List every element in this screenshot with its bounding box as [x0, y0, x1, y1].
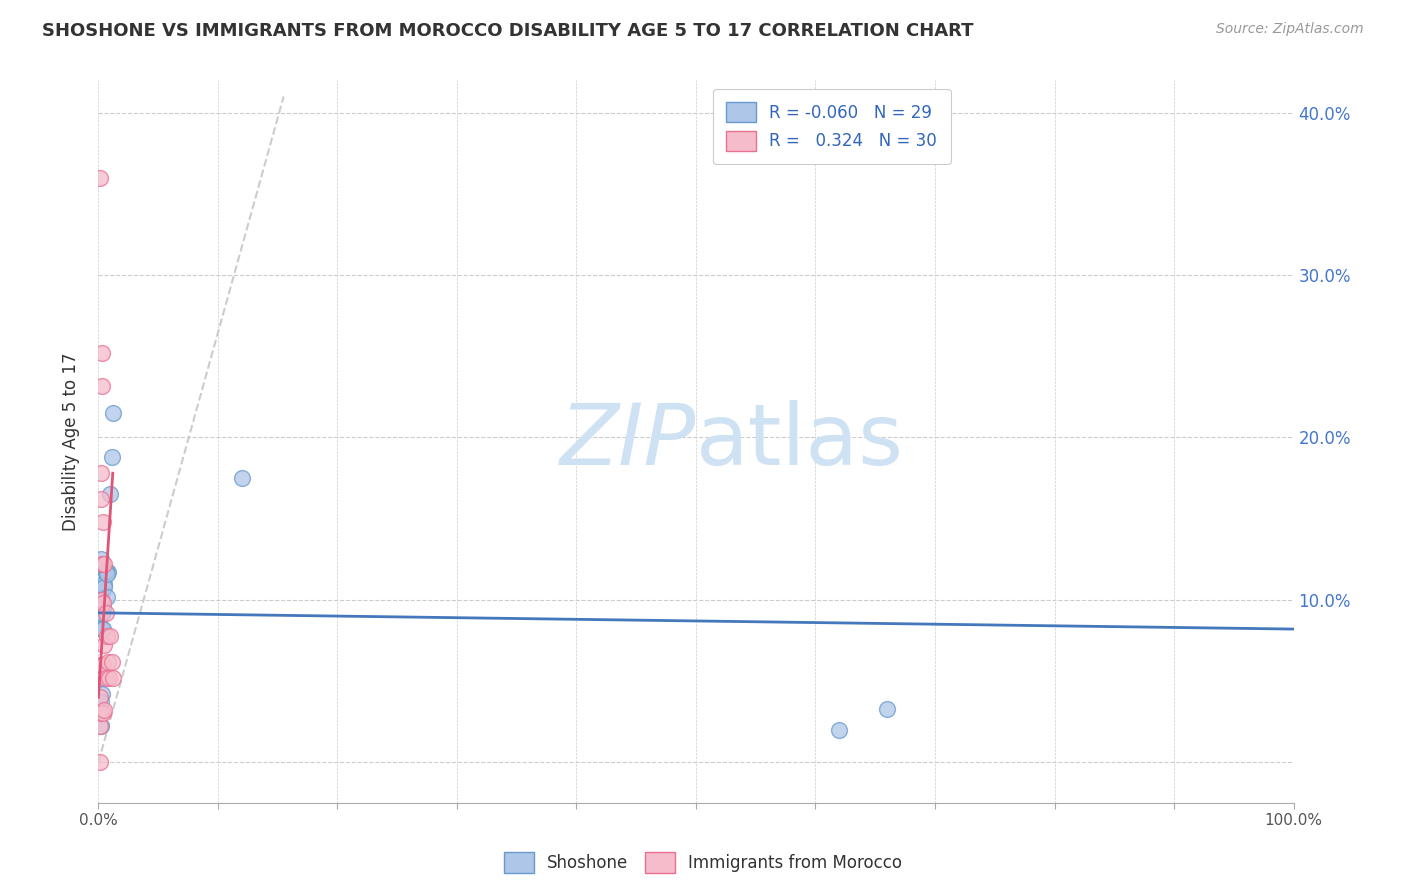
Point	[91, 584, 114, 599]
Point	[90, 719, 112, 733]
Text: Source: ZipAtlas.com: Source: ZipAtlas.com	[1216, 22, 1364, 37]
Point	[91, 568, 114, 582]
Point	[828, 723, 851, 737]
Point	[101, 671, 124, 685]
Point	[91, 557, 114, 571]
Point	[89, 719, 111, 733]
Text: atlas: atlas	[696, 400, 904, 483]
Point	[91, 606, 114, 620]
Point	[90, 695, 112, 709]
Point	[91, 706, 114, 721]
Point	[96, 566, 118, 581]
Point	[90, 492, 112, 507]
Point	[91, 515, 114, 529]
Point	[89, 755, 111, 769]
Point	[89, 170, 111, 185]
Point	[876, 701, 898, 715]
Point	[100, 655, 122, 669]
Point	[91, 346, 114, 360]
Legend: R = -0.060   N = 29, R =   0.324   N = 30: R = -0.060 N = 29, R = 0.324 N = 30	[713, 88, 950, 164]
Point	[97, 566, 120, 580]
Point	[89, 665, 111, 680]
Point	[89, 706, 111, 721]
Point	[94, 564, 117, 578]
Point	[91, 657, 114, 672]
Point	[93, 703, 115, 717]
Point	[96, 590, 118, 604]
Point	[100, 450, 122, 464]
Point	[91, 601, 114, 615]
Text: ZIP: ZIP	[560, 400, 696, 483]
Point	[90, 552, 112, 566]
Point	[94, 671, 117, 685]
Point	[91, 622, 114, 636]
Point	[90, 671, 112, 685]
Point	[91, 606, 114, 620]
Point	[90, 657, 112, 672]
Point	[91, 622, 114, 636]
Point	[91, 606, 114, 620]
Point	[90, 706, 112, 721]
Point	[96, 629, 118, 643]
Point	[98, 629, 122, 643]
Point	[91, 622, 114, 636]
Point	[91, 657, 114, 672]
Point	[89, 690, 111, 705]
Point	[98, 671, 121, 685]
Point	[93, 557, 115, 571]
Point	[90, 606, 112, 620]
Point	[97, 655, 120, 669]
Point	[93, 638, 115, 652]
Point	[90, 592, 112, 607]
Point	[101, 406, 124, 420]
Point	[93, 580, 115, 594]
Point	[93, 576, 115, 591]
Point	[98, 487, 122, 501]
Point	[91, 378, 114, 392]
Point	[91, 687, 114, 701]
Point	[94, 566, 117, 580]
Point	[94, 606, 117, 620]
Y-axis label: Disability Age 5 to 17: Disability Age 5 to 17	[62, 352, 80, 531]
Point	[91, 596, 114, 610]
Point	[90, 466, 112, 480]
Legend: Shoshone, Immigrants from Morocco: Shoshone, Immigrants from Morocco	[498, 846, 908, 880]
Text: SHOSHONE VS IMMIGRANTS FROM MOROCCO DISABILITY AGE 5 TO 17 CORRELATION CHART: SHOSHONE VS IMMIGRANTS FROM MOROCCO DISA…	[42, 22, 974, 40]
Point	[231, 471, 253, 485]
Point	[90, 592, 112, 607]
